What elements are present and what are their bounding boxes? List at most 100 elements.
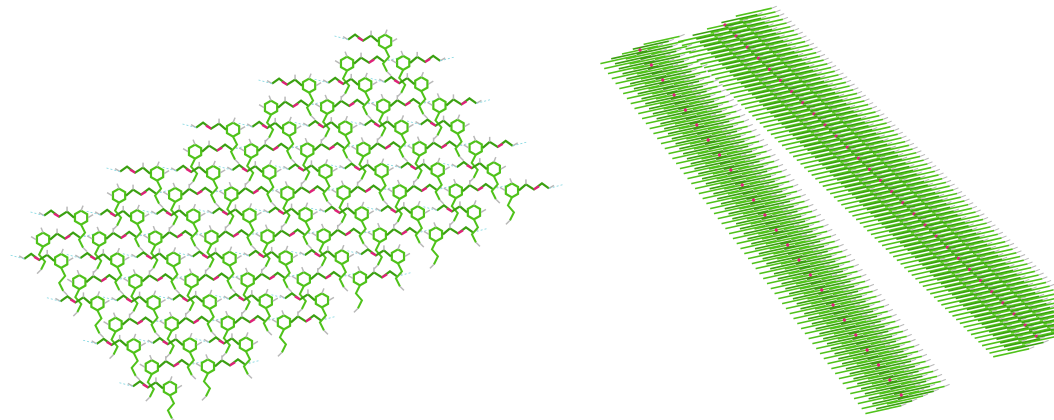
stacked-ring [763, 269, 800, 280]
stacked-ring [755, 68, 792, 78]
molecule [141, 203, 206, 251]
hydrogen-bond [979, 255, 986, 259]
hydrogen-bond [977, 294, 983, 298]
contact-line [324, 186, 340, 192]
stacked-ring [877, 211, 915, 222]
stacked-ring [743, 225, 780, 235]
stacked-ring [758, 72, 796, 82]
stacked-ring [880, 173, 917, 183]
hydrogen-bond [344, 115, 349, 122]
hydrogen-bond [724, 93, 731, 97]
hydrogen-bond [1042, 276, 1048, 280]
hydrogen-bond [449, 220, 455, 226]
hydrogen-bond [933, 368, 939, 372]
stacked-ring [907, 241, 944, 252]
hydrogen-bond [1039, 336, 1046, 340]
contact-line [65, 253, 81, 259]
hydrogen-bond [857, 133, 864, 137]
hydrogen-bond [725, 113, 731, 117]
hydrogen-bond [739, 113, 746, 117]
heteroatom-bond [429, 121, 437, 127]
contact-line [472, 227, 489, 233]
hydrogen-bond [444, 166, 451, 171]
hydrogen-bond [67, 257, 74, 262]
hydrogen-bond [869, 186, 876, 190]
stacked-ring [794, 66, 832, 77]
hydrogen-bond [828, 146, 835, 150]
stacked-ring [896, 230, 933, 241]
heteroatom [842, 318, 847, 322]
hydrogen-bond [373, 264, 379, 270]
hydrogen-bond [991, 266, 997, 270]
stacked-ring [845, 340, 882, 350]
hydrogen-bond [984, 301, 990, 305]
heteroatom-bond [145, 254, 153, 260]
hydrogen-bond [748, 143, 754, 147]
hydrogen-bond [744, 158, 751, 162]
hydrogen-bond [975, 230, 982, 234]
hydrogen-bond [224, 223, 230, 229]
stacked-ring [643, 35, 680, 46]
stacked-ring [937, 271, 974, 281]
hydrogen-bond [880, 198, 887, 202]
hydrogen-bond [182, 147, 189, 153]
stacked-ring [825, 160, 863, 170]
hydrogen-bond [737, 148, 743, 152]
hydrogen-bond [756, 173, 762, 177]
stacked-ring [772, 44, 810, 55]
stacked-ring [947, 261, 985, 271]
hydrogen-bond [469, 177, 475, 183]
hydrogen-bond [960, 194, 966, 198]
hydrogen-bond [906, 224, 913, 227]
hydrogen-bond [1010, 327, 1016, 331]
hydrogen-bond [765, 61, 771, 65]
stacked-ring [817, 265, 854, 276]
hydrogen-bond [991, 309, 998, 313]
hydrogen-bond [742, 18, 749, 22]
hydrogen-bond [849, 83, 855, 87]
hydrogen-bond [1008, 242, 1015, 246]
stacked-ring [1046, 325, 1054, 329]
hydrogen-bond [703, 103, 709, 107]
hydrogen-bond [849, 258, 856, 262]
stacked-ring [719, 135, 756, 146]
stacked-ring [722, 77, 759, 88]
alkyl-chain [125, 187, 157, 197]
hydrogen-bond [782, 188, 788, 192]
hydrogen-bond [252, 340, 259, 346]
hydrogen-bond [707, 108, 713, 112]
hydrogen-bond [816, 50, 822, 54]
contact-line [512, 141, 528, 147]
stacked-ring [902, 174, 939, 184]
stacked-ring [804, 324, 842, 335]
hydrogen-bond [204, 266, 210, 272]
side-chain [506, 196, 516, 221]
hydrogen-bond [721, 108, 727, 112]
hydrogen-bond [676, 48, 682, 52]
hydrogen-bond [802, 99, 808, 102]
hydrogen-bond [994, 270, 1001, 274]
hydrogen-bond [834, 238, 840, 242]
hydrogen-bond [307, 244, 313, 250]
hydrogen-bond [255, 232, 261, 238]
hydrogen-bond [774, 178, 780, 182]
alkyl-chain [366, 270, 398, 280]
hydrogen-bond [340, 93, 346, 99]
hydrogen-bond [786, 213, 792, 217]
hydrogen-bond [1031, 265, 1037, 269]
stacked-ring [780, 73, 817, 83]
hydrogen-bond [396, 179, 401, 186]
hydrogen-bond [767, 188, 773, 192]
hydrogen-bond [500, 165, 507, 170]
stacked-ring [780, 51, 817, 62]
hydrogen-bond [922, 393, 929, 397]
hydrogen-bond [809, 64, 815, 67]
hydrogen-bond [275, 189, 281, 195]
hydrogen-bond [769, 86, 775, 90]
heteroatom-bond [384, 144, 392, 150]
hydrogen-bond [679, 33, 685, 37]
stacked-ring [857, 129, 895, 140]
hydrogen-bond [417, 200, 421, 207]
stacked-ring [626, 89, 664, 100]
side-chain [206, 308, 215, 333]
